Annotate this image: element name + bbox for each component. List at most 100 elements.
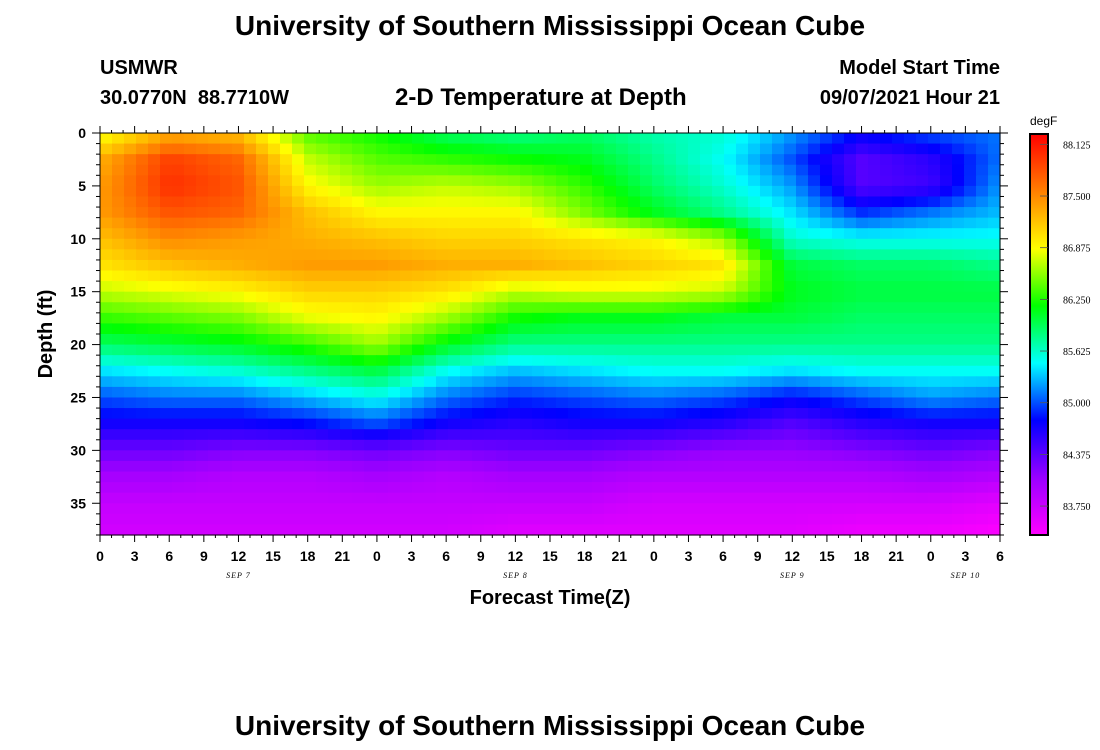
heatmap-cell (436, 344, 449, 356)
heatmap-cell (352, 439, 365, 451)
heatmap-cell (280, 196, 293, 208)
heatmap-cell (916, 460, 929, 473)
heatmap-cell (304, 365, 317, 377)
heatmap-cell (196, 344, 209, 356)
heatmap-cell (364, 185, 377, 198)
heatmap-cell (484, 249, 497, 261)
heatmap-cell (856, 492, 869, 504)
heatmap-cell (772, 397, 785, 409)
heatmap-cell (760, 164, 773, 176)
heatmap-cell (532, 460, 545, 473)
heatmap-cell (820, 281, 833, 293)
heatmap-cell (376, 418, 389, 430)
heatmap-cell (424, 376, 437, 388)
heatmap-cell (724, 238, 737, 250)
heatmap-cell (472, 376, 485, 388)
heatmap-cell (124, 154, 137, 166)
heatmap-cell (232, 355, 245, 367)
heatmap-cell (304, 196, 317, 208)
heatmap-cell (220, 429, 233, 441)
heatmap-cell (652, 492, 665, 504)
heatmap-cell (592, 408, 605, 420)
heatmap-cell (184, 270, 197, 282)
heatmap-cell (220, 217, 233, 229)
heatmap-cell (520, 196, 533, 208)
heatmap-cell (844, 334, 857, 346)
heatmap-cell (652, 270, 665, 282)
heatmap-cell (340, 143, 353, 155)
colorbar: degF 88.12587.50086.87586.25085.62585.00… (1029, 114, 1091, 536)
heatmap-cell (988, 355, 1001, 367)
heatmap-cell (316, 460, 329, 473)
heatmap-cell (748, 513, 761, 526)
heatmap-cell (808, 503, 821, 515)
heatmap-cell (712, 185, 725, 198)
heatmap-cell (568, 238, 581, 250)
heatmap-cell (256, 439, 269, 451)
heatmap-cell (544, 365, 557, 377)
heatmap-cell (220, 386, 233, 399)
heatmap-cell (376, 228, 389, 240)
heatmap-cell (172, 228, 185, 240)
heatmap-cell (628, 143, 641, 155)
heatmap-cell (904, 344, 917, 356)
heatmap-cell (712, 281, 725, 293)
heatmap-cell (772, 217, 785, 229)
heatmap-cell (748, 302, 761, 314)
heatmap-cell (556, 503, 569, 515)
heatmap-cell (352, 386, 365, 399)
heatmap-cell (304, 418, 317, 430)
heatmap-cell (844, 439, 857, 451)
heatmap-cell (364, 492, 377, 504)
heatmap-cell (772, 291, 785, 303)
heatmap-cell (532, 259, 545, 272)
heatmap-cell (136, 185, 149, 198)
heatmap-cell (448, 397, 461, 409)
heatmap-cell (496, 408, 509, 420)
heatmap-cell (976, 503, 989, 515)
heatmap-cell (916, 450, 929, 462)
heatmap-cell (880, 365, 893, 377)
heatmap-cell (148, 238, 161, 250)
heatmap-cell (424, 302, 437, 314)
heatmap-cell (976, 323, 989, 335)
heatmap-cell (844, 228, 857, 240)
heatmap-cell (328, 513, 341, 526)
heatmap-cell (292, 291, 305, 303)
heatmap-cell (484, 365, 497, 377)
heatmap-cell (760, 513, 773, 526)
heatmap-cell (400, 503, 413, 515)
heatmap-cell (736, 492, 749, 504)
heatmap-cell (760, 376, 773, 388)
heatmap-cell (856, 154, 869, 166)
heatmap-cell (496, 355, 509, 367)
heatmap-cell (208, 524, 221, 536)
heatmap-cell (232, 503, 245, 515)
heatmap-cell (280, 344, 293, 356)
heatmap-cell (520, 365, 533, 377)
heatmap-cell (700, 471, 713, 483)
heatmap-cell (892, 259, 905, 272)
heatmap-cell (652, 439, 665, 451)
heatmap-cell (844, 238, 857, 250)
heatmap-cell (904, 154, 917, 166)
heatmap-cell (880, 281, 893, 293)
heatmap-cell (148, 513, 161, 526)
heatmap-cell (856, 323, 869, 335)
heatmap-cell (436, 196, 449, 208)
heatmap-cell (592, 334, 605, 346)
heatmap-cell (556, 334, 569, 346)
heatmap-cell (604, 175, 617, 187)
heatmap-cell (748, 492, 761, 504)
heatmap-cell (232, 228, 245, 240)
heatmap-cell (304, 355, 317, 367)
heatmap-cell (268, 471, 281, 483)
heatmap-cell (832, 334, 845, 346)
heatmap-cell (640, 344, 653, 356)
heatmap-cell (112, 143, 125, 155)
heatmap-cell (976, 207, 989, 219)
heatmap-cell (820, 482, 833, 494)
heatmap-cell (280, 429, 293, 441)
heatmap-cell (868, 207, 881, 219)
heatmap-cell (856, 450, 869, 462)
